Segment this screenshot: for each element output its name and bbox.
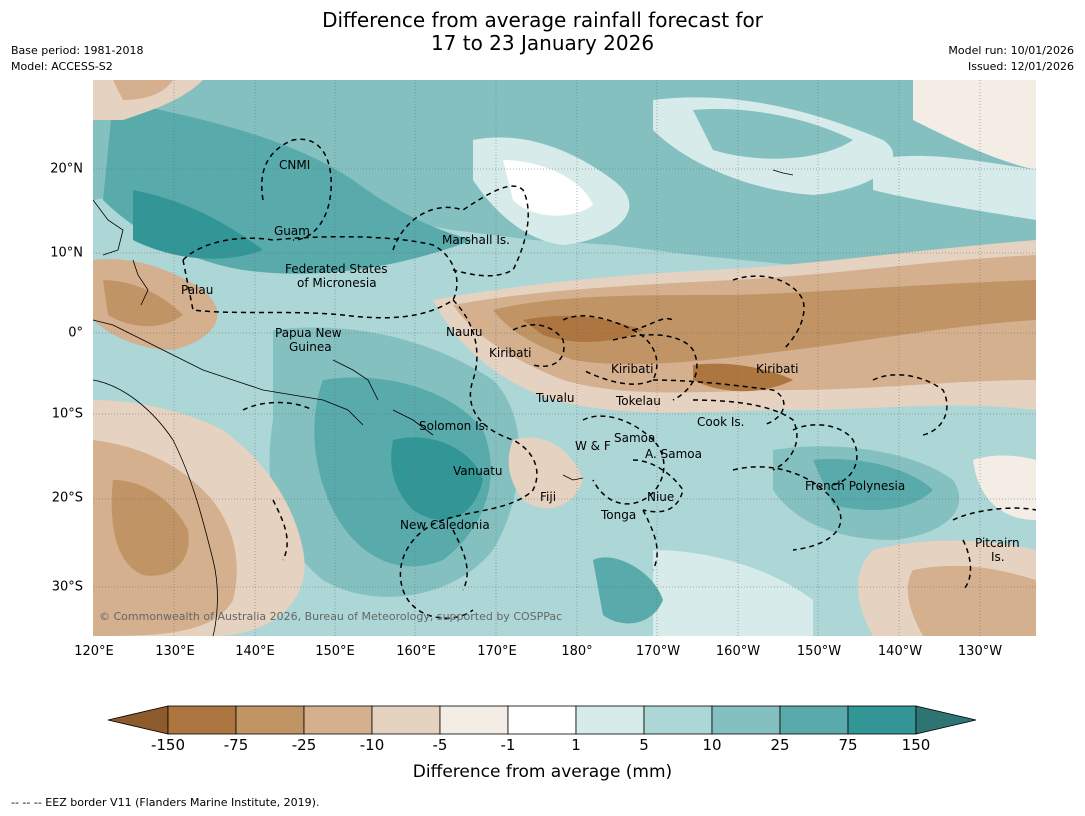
colorbar-tick-label: 25 — [770, 736, 790, 754]
label-fsm-line1: Federated States — [285, 262, 387, 276]
x-tick-0: 120°E — [74, 644, 114, 659]
colorbar-tick-label: -5 — [432, 736, 448, 754]
meta-left: Base period: 1981-2018 Model: ACCESS-S2 — [11, 43, 143, 75]
model-run: Model run: 10/01/2026 — [948, 44, 1074, 57]
x-tick-1: 130°E — [155, 644, 195, 659]
colorbar-segment — [439, 705, 509, 735]
colorbar-tick-label: 150 — [901, 736, 931, 754]
label-kiribati-central: Kiribati — [611, 362, 653, 376]
label-tokelau: Tokelau — [615, 394, 661, 408]
colorbar-tick-label: -25 — [291, 736, 317, 754]
x-tick-9: 150°W — [796, 644, 842, 659]
x-tick-11: 130°W — [957, 644, 1003, 659]
rainfall-anomaly-map: CNMI Guam Marshall Is. Federated States … — [93, 80, 1036, 636]
y-tick-0: 0° — [68, 325, 83, 341]
label-png-line1: Papua New — [275, 326, 342, 340]
label-png-line2: Guinea — [289, 340, 332, 354]
label-kiribati-east: Kiribati — [756, 362, 798, 376]
label-new-caledonia: New Caledonia — [400, 518, 490, 532]
x-tick-10: 140°W — [877, 644, 923, 659]
colorbar-tick-label: 1 — [571, 736, 581, 754]
label-french-polynesia: French Polynesia — [805, 479, 905, 493]
meta-right: Model run: 10/01/2026 Issued: 12/01/2026 — [948, 43, 1074, 75]
graticule — [93, 80, 1036, 636]
x-tick-8: 160°W — [715, 644, 761, 659]
label-cook-islands: Cook Is. — [697, 415, 744, 429]
colorbar-tick-label: 10 — [702, 736, 722, 754]
x-tick-4: 160°E — [396, 644, 436, 659]
label-wallis-futuna: W & F — [575, 439, 611, 453]
label-fsm-line2: of Micronesia — [297, 276, 377, 290]
colorbar-label: Difference from average (mm) — [412, 762, 673, 782]
colorbar-segment — [303, 705, 373, 735]
y-tick-10s: 10°S — [51, 406, 83, 422]
label-cnmi: CNMI — [279, 158, 310, 172]
colorbar-segment — [235, 705, 305, 735]
colorbar-tick-label: -10 — [359, 736, 385, 754]
colorbar — [107, 705, 977, 735]
chart-title-line2: 17 to 23 January 2026 — [430, 31, 655, 55]
x-tick-5: 170°E — [477, 644, 517, 659]
label-tonga: Tonga — [600, 508, 636, 522]
label-marshall-islands: Marshall Is. — [442, 233, 510, 247]
colorbar-segment — [167, 705, 237, 735]
issued-date: Issued: 12/01/2026 — [967, 60, 1074, 73]
colorbar-segment — [643, 705, 713, 735]
copyright-notice: © Commonwealth of Australia 2026, Bureau… — [99, 610, 562, 623]
colorbar-tick-label: 75 — [838, 736, 858, 754]
colorbar-segment — [779, 705, 849, 735]
colorbar-tick-label: 5 — [639, 736, 649, 754]
label-fiji: Fiji — [540, 490, 556, 504]
base-period: Base period: 1981-2018 — [11, 44, 144, 57]
label-pitcairn-line1: Pitcairn — [975, 536, 1020, 550]
y-tick-20s: 20°S — [51, 490, 83, 506]
x-tick-2: 140°E — [235, 644, 275, 659]
anomaly-field — [93, 80, 1036, 636]
colorbar-tick-label: -1 — [500, 736, 516, 754]
label-vanuatu: Vanuatu — [453, 464, 503, 478]
colorbar-tick-label: -150 — [150, 736, 186, 754]
footer-note: -- -- -- EEZ border V11 (Flanders Marine… — [11, 796, 320, 809]
model-name: Model: ACCESS-S2 — [11, 60, 113, 73]
label-solomon-islands: Solomon Is. — [419, 419, 489, 433]
label-niue: Niue — [647, 490, 674, 504]
colorbar-extend-min — [107, 705, 169, 735]
label-kiribati-west: Kiribati — [489, 346, 531, 360]
eez-borders — [182, 138, 1036, 619]
label-pitcairn-line2: Is. — [991, 550, 1005, 564]
colorbar-segment — [847, 705, 917, 735]
x-tick-7: 170°W — [635, 644, 681, 659]
chart-title-line1: Difference from average rainfall forecas… — [322, 8, 763, 32]
colorbar-extend-max — [915, 705, 977, 735]
y-tick-30s: 30°S — [51, 579, 83, 595]
y-tick-10n: 10°N — [50, 245, 83, 261]
colorbar-segment — [575, 705, 645, 735]
colorbar-tick-label: -75 — [223, 736, 249, 754]
label-nauru: Nauru — [446, 325, 482, 339]
colorbar-segments — [107, 705, 977, 735]
colorbar-segment — [711, 705, 781, 735]
label-tuvalu: Tuvalu — [535, 391, 575, 405]
label-samoa: Samoa — [614, 431, 655, 445]
x-tick-6: 180° — [561, 644, 593, 659]
colorbar-segment — [507, 705, 577, 735]
place-labels: CNMI Guam Marshall Is. Federated States … — [99, 158, 1020, 623]
x-tick-3: 150°E — [315, 644, 355, 659]
label-guam: Guam — [274, 224, 310, 238]
y-tick-20n: 20°N — [50, 161, 83, 177]
label-american-samoa: A. Samoa — [645, 447, 702, 461]
label-palau: Palau — [181, 283, 213, 297]
colorbar-segment — [371, 705, 441, 735]
coastlines — [93, 169, 794, 636]
